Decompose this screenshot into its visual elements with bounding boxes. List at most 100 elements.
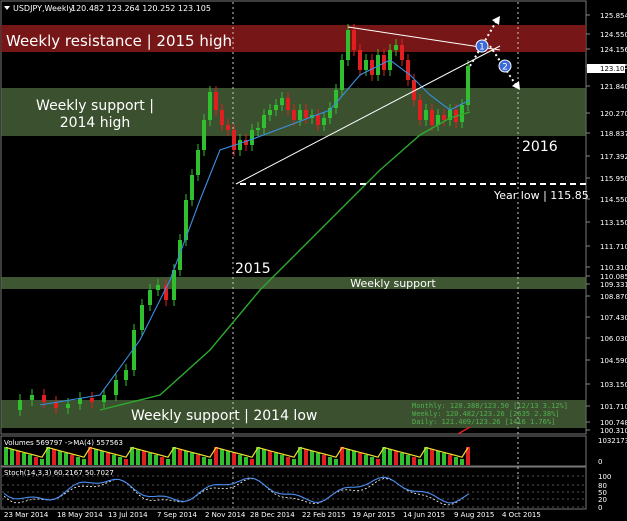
- candle-body: [54, 402, 58, 408]
- candle-body: [376, 55, 380, 75]
- price-tick-label: 110.310: [600, 264, 627, 272]
- stoch-level-label: 50: [598, 489, 607, 497]
- volume-ma-line: [5, 446, 469, 458]
- price-tick-label: 124.156: [600, 46, 627, 54]
- candle-body: [244, 140, 248, 145]
- candle-body: [238, 140, 242, 150]
- moving-average-slow: [99, 111, 471, 411]
- volume-title: Volumes 569797 ->MA(4) 557563: [4, 439, 123, 447]
- volume-bar: [328, 457, 332, 465]
- price-tick-label: 103.150: [600, 381, 627, 389]
- volume-bar: [100, 451, 104, 465]
- stoch-level-label: 0: [598, 504, 602, 512]
- support-band-2014-low: [1, 400, 586, 428]
- volume-bar: [430, 449, 434, 465]
- volume-bar: [166, 459, 170, 465]
- candle-body: [328, 108, 332, 118]
- stoch-level-label: 100: [598, 473, 611, 481]
- volume-bar: [316, 453, 320, 465]
- info-weekly: Weekly: 120.482/123.26 [2635 2.38%]: [412, 410, 560, 418]
- candle-body: [178, 240, 182, 270]
- volume-bar: [64, 453, 68, 465]
- candle-body: [172, 270, 176, 300]
- candle-body: [102, 395, 106, 402]
- marker-2-label: 2: [502, 63, 508, 73]
- stoch-pane-frame: [0, 466, 587, 510]
- candle-body: [442, 115, 446, 120]
- volume-bar: [52, 449, 56, 465]
- volume-bar: [10, 449, 14, 465]
- candle-body: [436, 115, 440, 125]
- volume-bar: [376, 459, 380, 465]
- volume-bar: [196, 455, 200, 465]
- volume-bar: [238, 455, 242, 465]
- volume-bar: [250, 459, 254, 465]
- candle-body: [418, 100, 422, 120]
- volume-bar: [112, 455, 116, 465]
- candle-body: [124, 370, 128, 380]
- volume-bar: [424, 447, 428, 465]
- time-tick-label: 14 Jun 2015: [403, 511, 445, 519]
- price-tick-label: 111.710: [600, 243, 627, 251]
- volume-bar: [310, 451, 314, 465]
- stoch-main-line: [3, 476, 470, 504]
- chart-menu-chevron-icon[interactable]: [4, 6, 10, 10]
- time-tick-label: 4 Oct 2015: [502, 511, 541, 519]
- candle-body: [274, 105, 278, 110]
- candle-body: [184, 200, 188, 240]
- volume-pane-frame: [0, 435, 587, 467]
- candlestick-series: [18, 24, 470, 416]
- stoch-title: Stoch(14,3,3) 60.2167 50.7027: [4, 469, 114, 477]
- volume-bar: [268, 451, 272, 465]
- candle-body: [460, 105, 464, 122]
- time-tick-label: 23 Mar 2014: [4, 511, 49, 519]
- volume-bar: [28, 455, 32, 465]
- volume-bar: [76, 457, 80, 465]
- volume-bar: [94, 449, 98, 465]
- price-tick-label: 114.550: [600, 196, 627, 204]
- price-tick-label: 100.310: [600, 427, 627, 435]
- candle-body: [214, 92, 218, 110]
- volume-bar: [358, 453, 362, 465]
- weekly-support-band: [1, 277, 586, 289]
- candle-body: [316, 115, 320, 125]
- candle-body: [250, 130, 254, 145]
- candle-body: [262, 115, 266, 128]
- candle-body: [430, 110, 434, 125]
- candle-body: [322, 118, 326, 125]
- price-tick-label: 120.270: [600, 110, 627, 118]
- rising-trendline[interactable]: [235, 45, 501, 185]
- candle-body: [164, 285, 168, 300]
- year-low-label: Year low | 115.85: [493, 189, 589, 202]
- candle-body: [340, 60, 344, 90]
- price-tick-label: 115.950: [600, 175, 627, 183]
- price-tick-label: 124.550: [600, 31, 627, 39]
- weekly-support-label: Weekly support: [350, 277, 436, 290]
- time-tick-label: 9 Aug 2015: [454, 511, 494, 519]
- price-tick-label: 121.840: [600, 83, 627, 91]
- volume-bar: [280, 455, 284, 465]
- volume-bar: [262, 449, 266, 465]
- volume-bar: [46, 447, 50, 465]
- support-2014-high-label-line1: Weekly support |: [36, 98, 154, 114]
- candle-body: [394, 45, 398, 50]
- candle-body: [190, 175, 194, 200]
- price-tick-label: 109.331: [600, 281, 627, 289]
- volume-axis-top: 1032173: [598, 437, 627, 445]
- volume-bar: [340, 447, 344, 465]
- candle-body: [140, 305, 144, 330]
- falling-trendline[interactable]: [347, 26, 501, 51]
- candle-body: [424, 110, 428, 120]
- marker-1-label: 1: [479, 43, 485, 53]
- volume-bar: [214, 447, 218, 465]
- volume-bar: [88, 447, 92, 465]
- time-tick-label: 22 Feb 2015: [302, 511, 346, 519]
- info-daily: Daily: 121.409/123.26 [1416 1.76%]: [412, 418, 555, 426]
- volume-bar: [142, 451, 146, 465]
- candle-body: [196, 150, 200, 175]
- price-axis: 125.854 124.550 124.156 123.105 121.840 120.2…: [586, 12, 627, 435]
- candle-body: [78, 398, 82, 404]
- volume-bar: [370, 457, 374, 465]
- time-tick-label: 18 May 2014: [57, 511, 103, 519]
